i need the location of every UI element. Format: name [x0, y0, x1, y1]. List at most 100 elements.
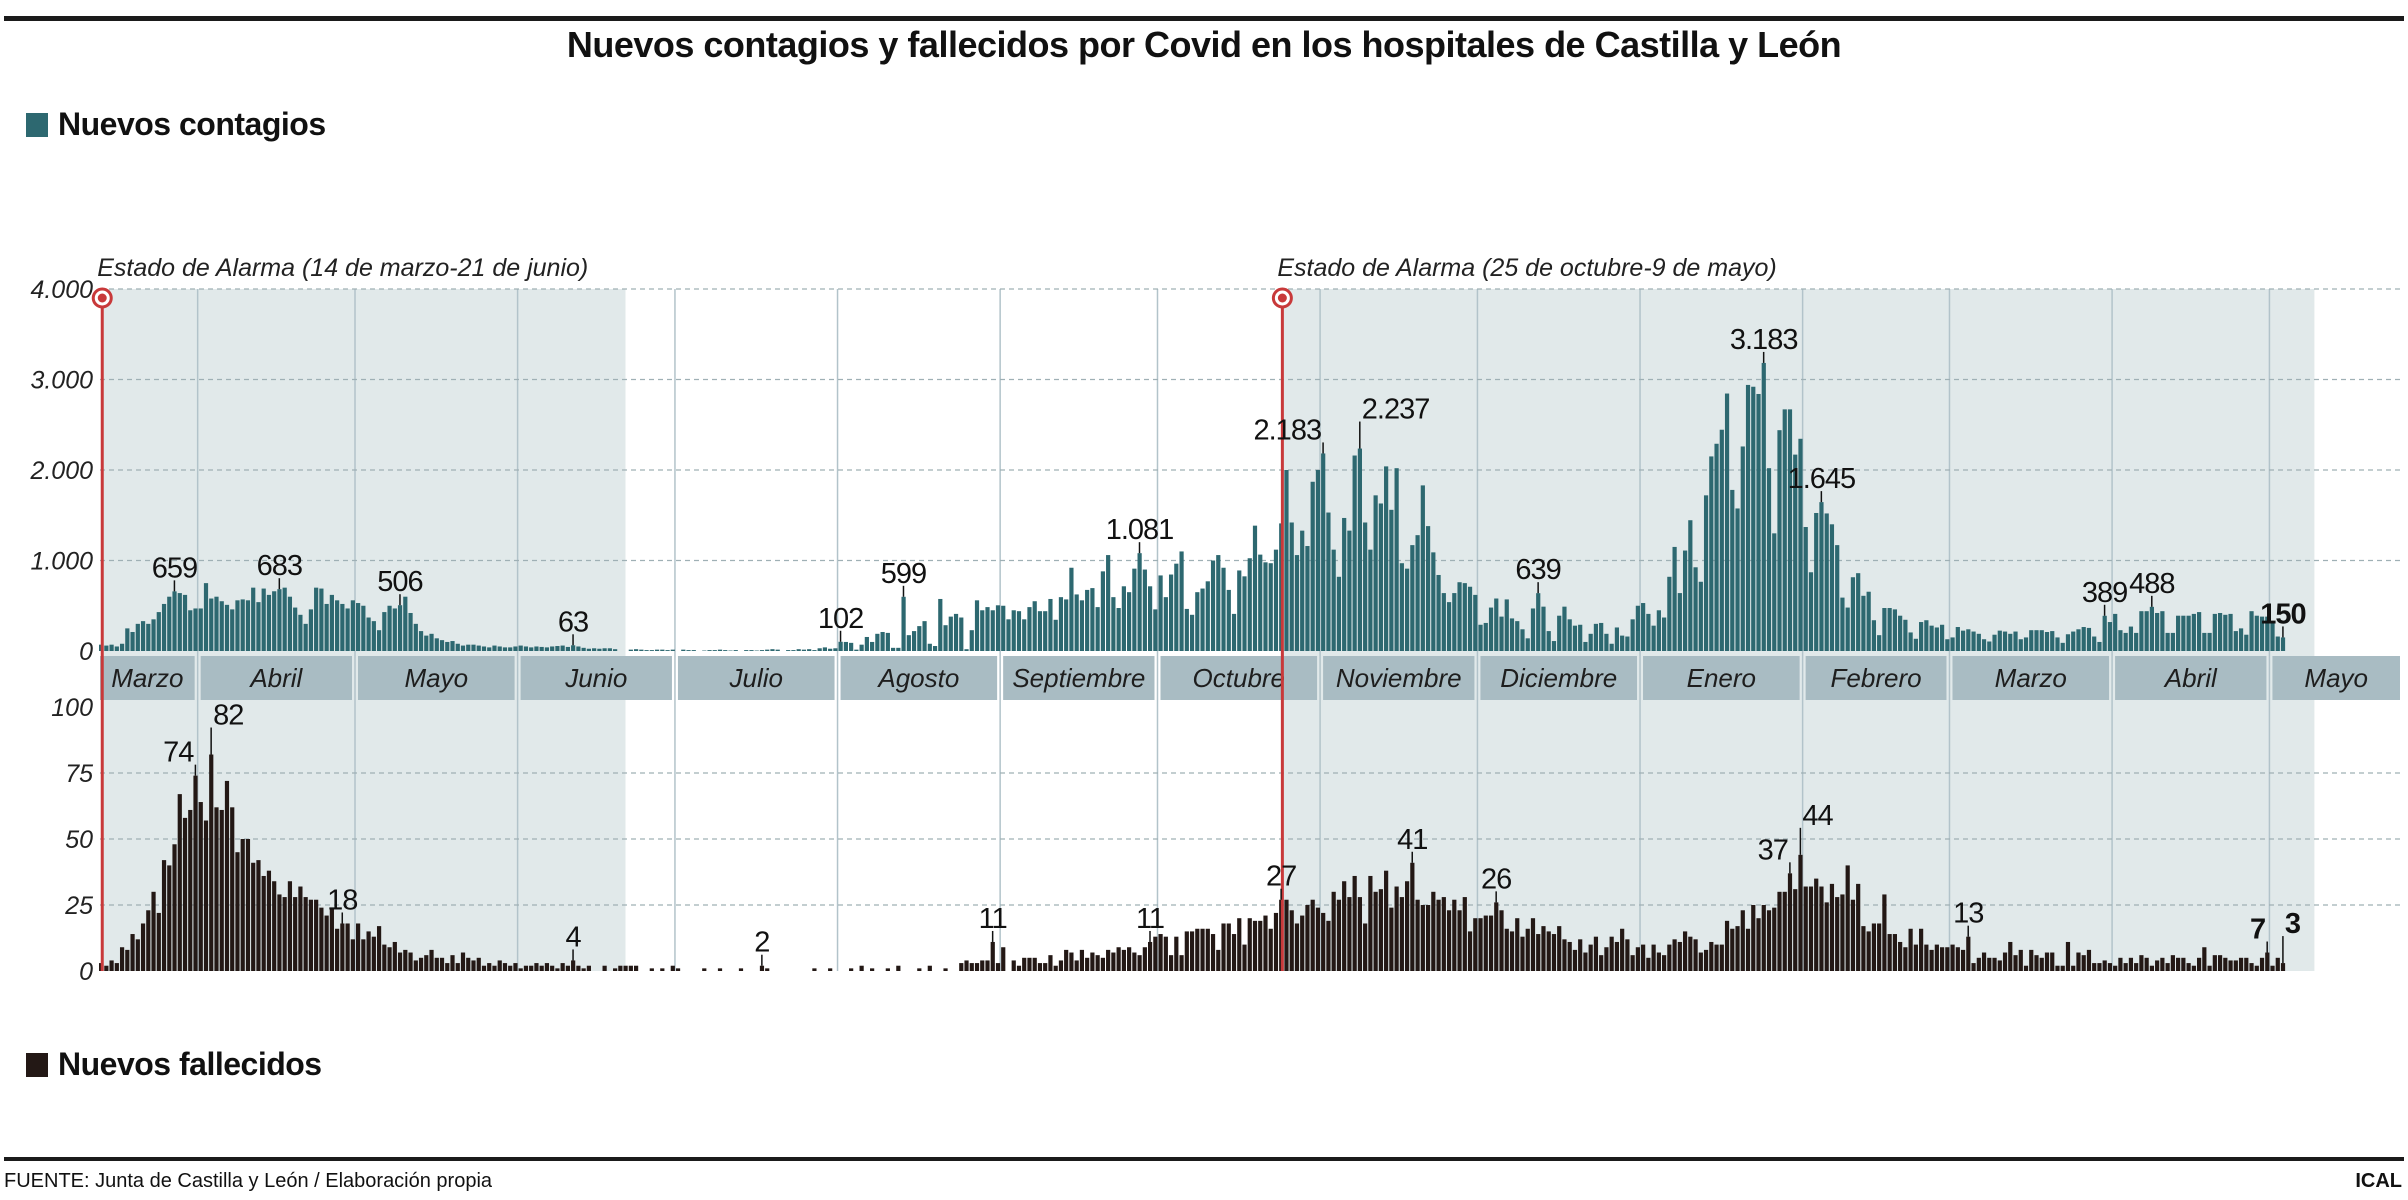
- fallecidos-bar: [1525, 928, 1530, 971]
- contagios-bar: [985, 607, 990, 651]
- contagios-bar: [817, 648, 822, 651]
- fallecidos-bar: [1777, 891, 1782, 971]
- contagios-bar: [261, 588, 266, 651]
- fallecidos-bar: [990, 941, 995, 971]
- fallecidos-bar: [1326, 920, 1331, 971]
- fallecidos-bar: [2244, 957, 2249, 971]
- contagios-bar: [1037, 611, 1043, 651]
- contagios-bar: [1751, 386, 1756, 651]
- top-rule: [4, 16, 2404, 21]
- fallecidos-bar: [287, 881, 293, 971]
- contagios-bar: [256, 602, 261, 651]
- fallecidos-bar: [2018, 949, 2023, 971]
- fallecidos-bar: [1415, 899, 1420, 971]
- fallecidos-bar: [2144, 957, 2149, 971]
- fallecidos-bar: [759, 965, 765, 971]
- contagios-bar: [969, 630, 974, 651]
- fallecidos-bar: [1221, 923, 1226, 971]
- fallecidos-bar: [995, 963, 1001, 971]
- fallecidos-bar: [539, 965, 544, 971]
- contagios-bar: [1174, 563, 1179, 651]
- contagios-bar: [854, 649, 859, 651]
- fallecidos-bar: [1803, 886, 1808, 971]
- fallecidos-bar: [1027, 957, 1032, 971]
- contagios-bar: [418, 631, 424, 651]
- fallecidos-bar: [1022, 957, 1027, 971]
- contagios-bar: [2265, 616, 2270, 651]
- contagios-bar: [230, 609, 235, 651]
- contagios-bar: [613, 649, 618, 651]
- y-tick-label: 0: [79, 958, 93, 986]
- fallecidos-bar: [418, 957, 424, 971]
- fallecidos-bar: [2097, 963, 2102, 971]
- fallecidos-bar: [2034, 955, 2039, 971]
- contagios-bar: [1431, 552, 1436, 651]
- contagios-bar: [214, 596, 219, 651]
- contagios-bar: [1473, 594, 1478, 651]
- contagios-bar: [1688, 520, 1693, 651]
- contagios-bar: [1698, 581, 1703, 651]
- contagios-bar: [1866, 591, 1871, 651]
- contagios-bar: [2275, 636, 2280, 651]
- contagios-bar: [980, 610, 985, 651]
- fallecidos-data-label: 82: [213, 700, 243, 732]
- fallecidos-bar: [1205, 928, 1210, 971]
- fallecidos-bar: [602, 965, 607, 971]
- fallecidos-data-label: 27: [1266, 861, 1296, 893]
- fallecidos-bar: [1698, 952, 1703, 971]
- fallecidos-bar: [245, 839, 251, 971]
- contagios-bar: [843, 641, 848, 651]
- contagios-bar: [287, 596, 293, 651]
- contagios-bar: [146, 623, 151, 651]
- fallecidos-bar: [119, 947, 125, 971]
- fallecidos-bar: [2259, 957, 2265, 971]
- fallecidos-bar: [2118, 957, 2123, 971]
- fallecidos-bar: [429, 949, 434, 971]
- contagios-bar: [1976, 633, 1981, 651]
- contagios-data-label: 1.645: [1788, 463, 1856, 495]
- fallecidos-bar: [1866, 931, 1871, 971]
- contagios-bar: [2212, 613, 2217, 651]
- fallecidos-bar: [235, 852, 240, 971]
- contagios-bar: [1803, 527, 1808, 651]
- contagios-bar: [560, 645, 565, 651]
- contagios-bar: [1095, 607, 1100, 651]
- month-label: Abril: [2163, 663, 2218, 693]
- fallecidos-bar: [2238, 957, 2244, 971]
- contagios-bar: [1452, 593, 1457, 651]
- fallecidos-bar: [628, 965, 633, 971]
- fallecidos-bar: [586, 965, 591, 971]
- fallecidos-bar: [1310, 899, 1315, 971]
- contagios-data-label: 639: [1515, 554, 1560, 586]
- contagios-bar: [1856, 573, 1861, 651]
- contagios-bar: [1268, 563, 1273, 651]
- fallecidos-bar: [476, 957, 481, 971]
- contagios-bar: [550, 646, 555, 651]
- fallecidos-bar: [560, 963, 565, 971]
- month-band: [2115, 656, 2267, 700]
- fallecidos-bar: [2029, 949, 2034, 971]
- fallecidos-bar: [1467, 931, 1473, 971]
- fallecidos-bar: [1536, 934, 1541, 971]
- fallecidos-bar: [927, 965, 932, 971]
- fallecidos-bar: [1431, 891, 1436, 971]
- contagios-bar: [2118, 630, 2123, 651]
- month-label: Julio: [729, 663, 783, 693]
- contagios-bar: [167, 596, 172, 651]
- contagios-data-label: 599: [881, 558, 926, 590]
- contagios-data-label: 1.081: [1106, 514, 1174, 546]
- fallecidos-bar: [518, 968, 523, 971]
- fallecidos-bar: [2123, 963, 2128, 971]
- fallecidos-bar: [371, 936, 376, 971]
- fallecidos-bar: [508, 965, 513, 971]
- fallecidos-bar: [1651, 944, 1656, 971]
- fallecidos-bar: [1945, 947, 1950, 971]
- contagios-bar: [964, 649, 969, 651]
- fallecidos-bar: [2039, 957, 2044, 971]
- fallecidos-bar: [2181, 957, 2186, 971]
- contagios-bar: [2113, 613, 2118, 651]
- contagios-bar: [1997, 630, 2002, 651]
- month-label: Mayo: [2304, 663, 2368, 693]
- contagios-bar: [1111, 597, 1116, 651]
- fallecidos-bar: [1808, 886, 1814, 971]
